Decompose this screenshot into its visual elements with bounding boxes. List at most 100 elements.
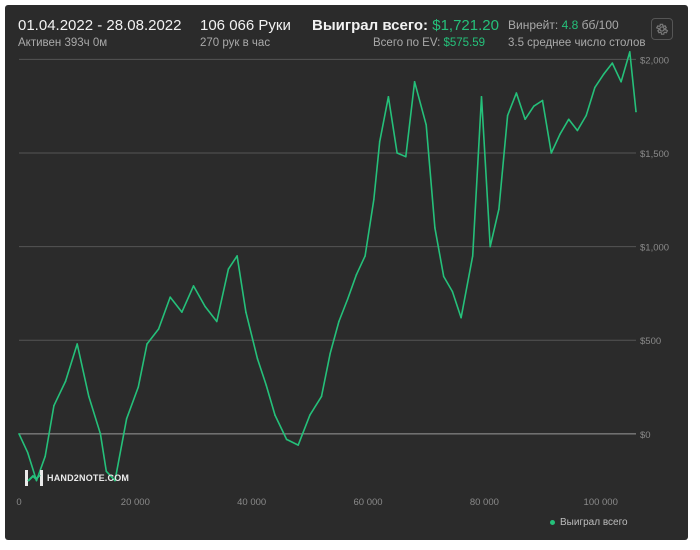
total-won-value: $1,721.20: [432, 17, 499, 34]
data-point: [137, 386, 140, 388]
data-point: [169, 296, 172, 298]
data-point: [114, 479, 116, 482]
legend-marker: [550, 519, 555, 525]
data-point: [405, 155, 407, 158]
data-point: [373, 198, 375, 201]
total-ev: Всего по EV: $575.59: [373, 37, 485, 49]
winrate-label: Винрейт:: [508, 18, 559, 32]
data-point: [338, 320, 340, 323]
data-point: [18, 433, 20, 435]
data-point: [236, 255, 238, 257]
data-point: [425, 124, 427, 126]
data-point: [434, 227, 436, 229]
y-tick-label: $1,000: [640, 243, 669, 254]
data-point: [480, 95, 483, 98]
x-tick-label: 60 000: [353, 497, 382, 508]
x-tick-label: 80 000: [470, 497, 499, 508]
total-won-label: Выиграл всего:: [312, 17, 429, 34]
total-ev-value: $575.59: [443, 37, 486, 49]
data-point: [541, 99, 544, 102]
data-point: [611, 62, 614, 64]
data-point: [125, 418, 128, 420]
y-tick-label: $500: [640, 336, 661, 347]
data-point: [265, 384, 268, 386]
winrate: Винрейт: 4.8 бб/100: [508, 18, 619, 32]
hand2note-logo-text: HAND2NOTE.COM: [47, 473, 130, 483]
data-point: [215, 320, 218, 323]
total-won: Выиграл всего: $1,721.20: [312, 17, 499, 34]
data-point: [245, 311, 247, 313]
data-point: [498, 208, 500, 210]
data-point: [364, 255, 366, 257]
x-tick-label: 40 000: [237, 497, 266, 508]
data-point: [515, 92, 518, 94]
winrate-value: 4.8: [561, 18, 579, 32]
data-point: [285, 438, 288, 441]
x-tick-label: 100 000: [584, 497, 618, 508]
data-point: [44, 455, 46, 458]
data-point: [550, 152, 553, 154]
data-point: [559, 133, 561, 136]
data-point: [396, 152, 398, 154]
hand2note-logo-icon: [25, 470, 43, 486]
data-point: [567, 118, 570, 121]
data-point: [576, 129, 579, 132]
data-point: [53, 404, 55, 407]
data-point: [64, 380, 67, 383]
hand2note-logo: HAND2NOTE.COM: [25, 470, 129, 486]
data-point: [274, 414, 276, 416]
data-point: [99, 433, 102, 435]
average-tables: 3.5 среднее число столов: [508, 37, 646, 49]
gear-icon: [655, 23, 669, 35]
settings-button[interactable]: [651, 18, 673, 40]
data-point: [442, 275, 445, 278]
data-point: [157, 328, 160, 330]
data-point: [146, 343, 148, 345]
y-tick-label: $1,500: [640, 149, 669, 160]
data-point: [320, 395, 323, 398]
data-point: [378, 140, 381, 143]
data-point: [635, 110, 637, 113]
hands-per-hour: 270 рук в час: [200, 37, 271, 49]
data-point: [489, 245, 491, 248]
data-point: [533, 105, 535, 107]
data-point: [204, 305, 206, 308]
winrate-unit: бб/100: [581, 18, 619, 32]
data-point: [628, 51, 631, 53]
data-point: [451, 290, 454, 293]
x-tick-label: 0: [16, 497, 21, 508]
data-point: [413, 81, 416, 83]
data-point: [309, 414, 311, 416]
data-point: [355, 273, 358, 276]
data-point: [460, 316, 462, 319]
x-tick-label: 20 000: [121, 497, 150, 508]
data-point: [105, 470, 108, 473]
date-range: 01.04.2022 - 28.08.2022: [18, 17, 182, 34]
data-point: [524, 118, 526, 121]
data-point: [602, 73, 605, 76]
data-point: [346, 298, 349, 300]
data-point: [192, 285, 195, 287]
data-point: [329, 352, 332, 355]
graph-panel: 01.04.2022 - 28.08.2022 Активен 393ч 0м …: [5, 5, 688, 540]
data-point: [227, 268, 230, 270]
series-line-total-won: [18, 51, 637, 482]
data-point: [387, 95, 390, 98]
data-point: [26, 451, 29, 454]
data-point: [506, 114, 509, 117]
data-point: [88, 395, 90, 398]
y-tick-label: $0: [640, 430, 651, 441]
data-point: [471, 255, 474, 257]
data-point: [181, 311, 183, 313]
data-point: [620, 81, 622, 83]
active-time: Активен 393ч 0м: [18, 37, 108, 49]
total-ev-label: Всего по EV:: [373, 37, 441, 49]
hands-count: 106 066 Руки: [200, 17, 291, 34]
y-tick-label: $2,000: [640, 55, 669, 66]
data-point: [256, 358, 259, 360]
chart-legend[interactable]: Выиграл всего: [550, 517, 628, 528]
data-point: [76, 343, 78, 345]
data-point: [585, 114, 587, 117]
data-point: [297, 444, 300, 446]
